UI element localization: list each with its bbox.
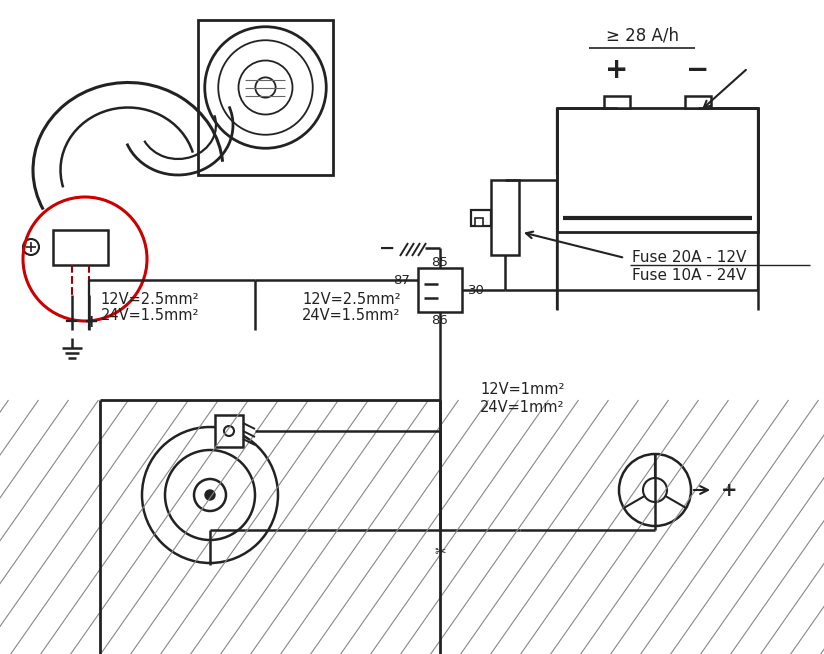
Text: 12V=1mm²: 12V=1mm²	[480, 383, 564, 398]
Bar	[198, 20, 333, 175]
Text: +: +	[606, 56, 629, 84]
Text: 86: 86	[432, 313, 448, 326]
Text: ≥ 28 A/h: ≥ 28 A/h	[606, 27, 679, 45]
Text: 12V=2.5mm²: 12V=2.5mm²	[302, 292, 400, 307]
Bar	[215, 415, 243, 447]
Text: −: −	[379, 239, 396, 258]
Bar	[471, 210, 491, 226]
Text: −: −	[63, 313, 77, 331]
Text: Fuse 20A - 12V: Fuse 20A - 12V	[632, 250, 747, 266]
Text: 30: 30	[467, 283, 485, 296]
Text: 87: 87	[394, 273, 410, 286]
Circle shape	[205, 490, 215, 500]
Bar	[604, 96, 630, 108]
Text: +: +	[83, 313, 98, 331]
Bar	[418, 268, 462, 312]
Text: 24V=1.5mm²: 24V=1.5mm²	[302, 307, 400, 322]
Bar	[53, 230, 108, 265]
Bar	[475, 218, 483, 226]
Circle shape	[23, 239, 39, 255]
Text: ✂: ✂	[434, 545, 446, 559]
Text: −: −	[686, 56, 709, 84]
Bar	[557, 108, 758, 232]
Text: 12V=2.5mm²: 12V=2.5mm²	[101, 292, 199, 307]
Text: 85: 85	[432, 256, 448, 269]
Bar	[491, 180, 519, 255]
Text: 24V=1mm²: 24V=1mm²	[480, 400, 564, 415]
Bar	[685, 96, 711, 108]
Text: 24V=1.5mm²: 24V=1.5mm²	[101, 307, 199, 322]
Text: Fuse 10A - 24V: Fuse 10A - 24V	[632, 267, 747, 283]
Circle shape	[204, 27, 326, 148]
Text: +: +	[721, 481, 737, 500]
